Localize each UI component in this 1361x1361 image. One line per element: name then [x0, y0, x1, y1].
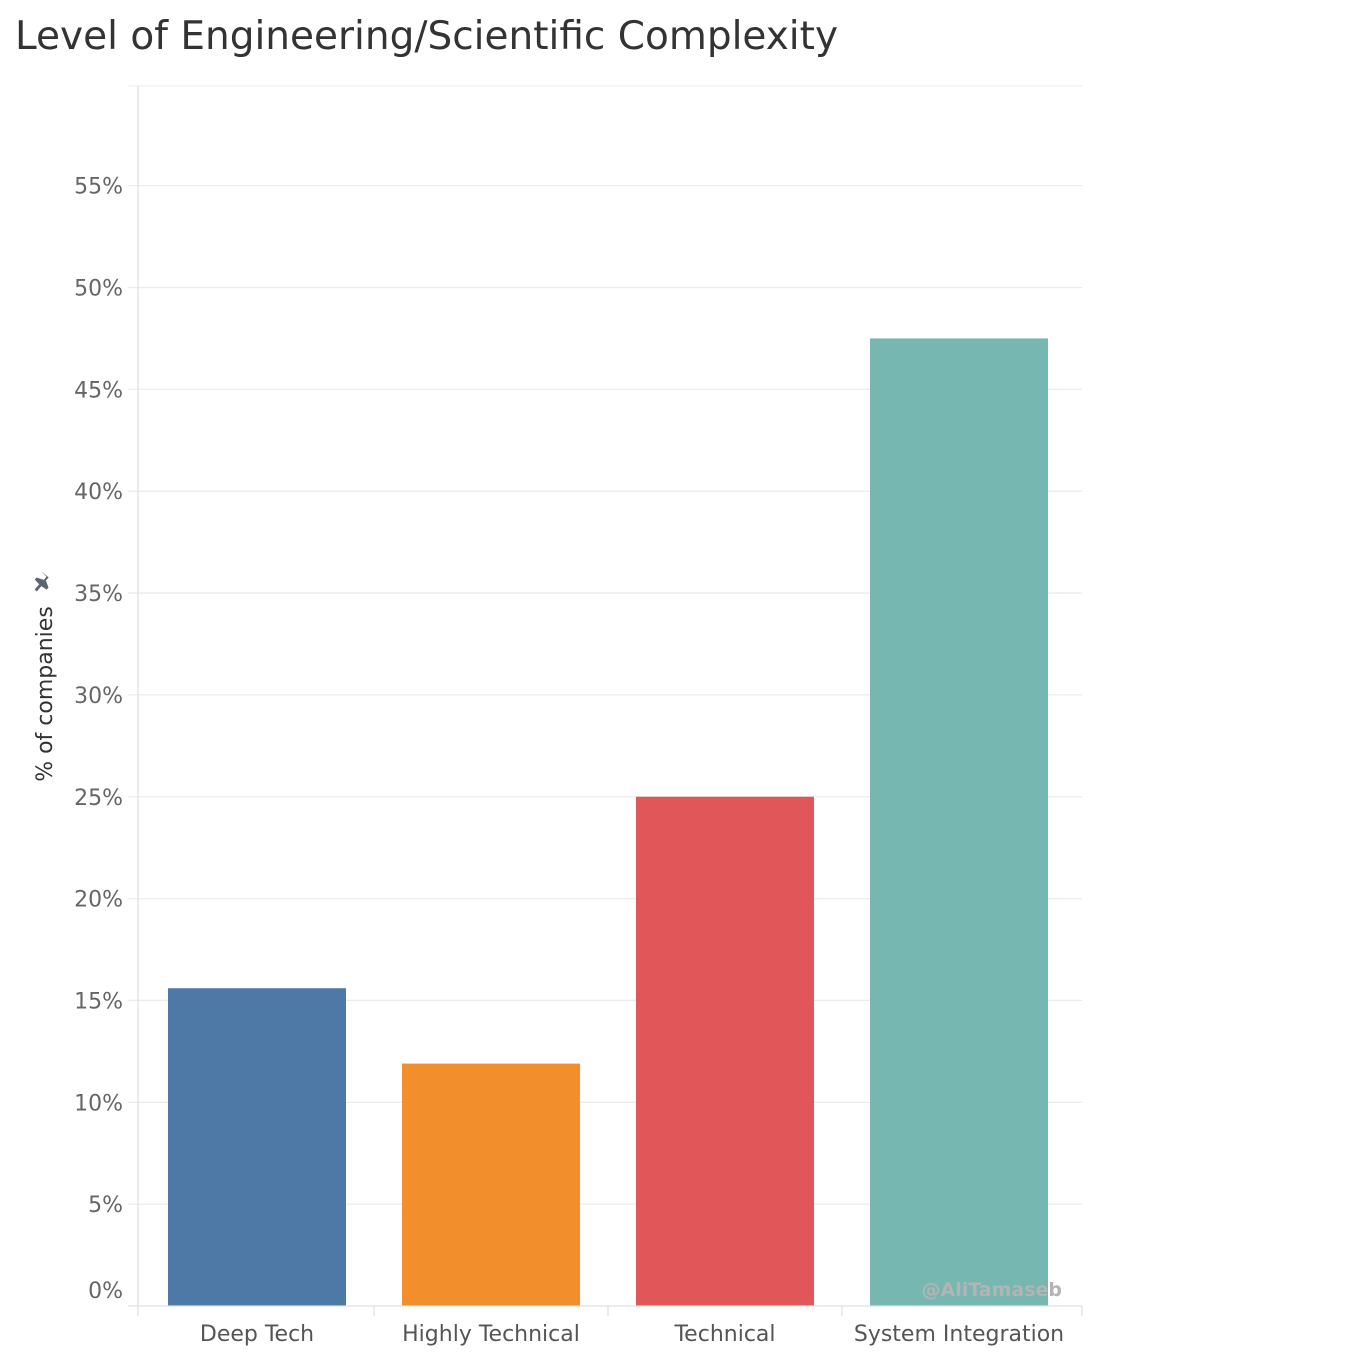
x-category-label: Highly Technical	[402, 1322, 580, 1347]
bar-technical[interactable]	[636, 796, 814, 1306]
y-tick-label: 35%	[74, 582, 123, 607]
y-tick-label: 10%	[74, 1091, 123, 1116]
y-tick-label: 55%	[74, 175, 123, 200]
y-axis-title: % of companies	[33, 606, 58, 782]
bar-deep-tech[interactable]	[168, 988, 346, 1306]
x-category-labels: Deep Tech Highly Technical Technical System…	[200, 1322, 1064, 1347]
y-tick-label: 0%	[88, 1279, 123, 1304]
pin-icon[interactable]	[33, 570, 50, 592]
y-tick-label: 30%	[74, 684, 123, 709]
y-tick-label: 40%	[74, 480, 123, 505]
watermark: @AliTamaseb	[922, 1279, 1062, 1301]
x-category-label: Technical	[673, 1322, 775, 1347]
chart-title: Level of Engineering/Scientific Complexi…	[15, 14, 839, 59]
y-tick-label: 5%	[88, 1193, 123, 1218]
y-tick-labels: 0% 5% 10% 15% 20% 25% 30% 35% 40% 45% 50% 55%	[74, 175, 123, 1304]
y-axis-title-group: % of companies	[33, 570, 58, 782]
y-tick-label: 50%	[74, 277, 123, 302]
y-tick-label: 15%	[74, 989, 123, 1014]
x-category-label: System Integration	[854, 1322, 1064, 1347]
y-tick-label: 45%	[74, 378, 123, 403]
y-tick-label: 20%	[74, 888, 123, 913]
bar-system-integration[interactable]	[870, 338, 1048, 1306]
x-category-label: Deep Tech	[200, 1322, 314, 1347]
y-tick-label: 25%	[74, 786, 123, 811]
bars	[168, 338, 1048, 1306]
bar-highly-technical[interactable]	[402, 1063, 580, 1306]
axes	[128, 86, 1083, 1316]
